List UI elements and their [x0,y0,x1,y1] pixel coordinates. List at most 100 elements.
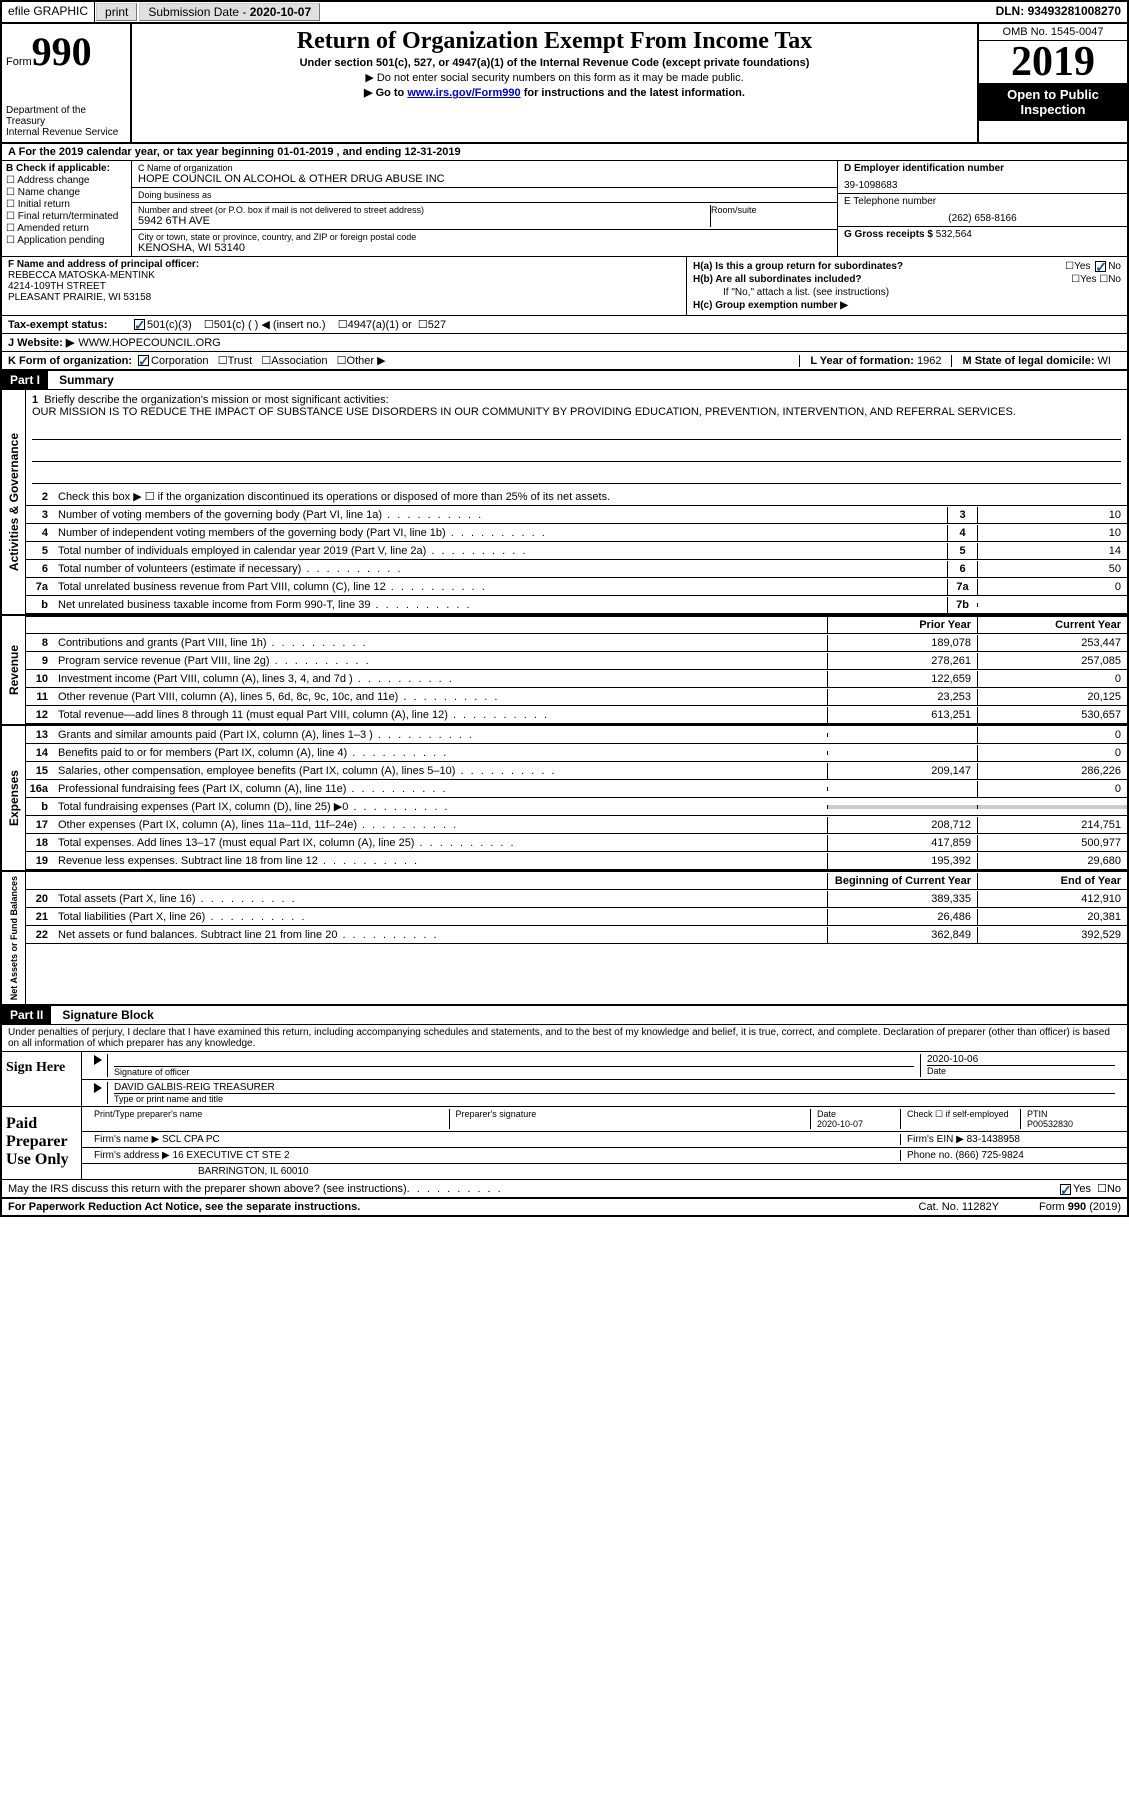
side-label-rev: Revenue [5,641,23,699]
sign-date: 2020-10-06 [927,1054,978,1065]
footer: For Paperwork Reduction Act Notice, see … [2,1199,1127,1215]
org-name-label: C Name of organization [138,163,831,173]
efile-label: efile GRAPHIC [2,2,95,22]
cb-amended[interactable]: ☐ Amended return [6,223,127,234]
inspection-notice: Open to Public Inspection [979,83,1127,121]
instructions-note: ▶ Go to www.irs.gov/Form990 for instruct… [136,86,973,99]
section-b-c-d: B Check if applicable: ☐ Address change … [2,161,1127,257]
gross-value: 532,564 [936,229,972,240]
ptin-value: P00532830 [1027,1119,1073,1129]
preparer-date: 2020-10-07 [817,1119,863,1129]
dba-label: Doing business as [138,190,831,200]
org-name: HOPE COUNCIL ON ALCOHOL & OTHER DRUG ABU… [138,173,831,185]
table-row: 18Total expenses. Add lines 13–17 (must … [26,834,1127,852]
table-row: 14Benefits paid to or for members (Part … [26,744,1127,762]
table-row: 3Number of voting members of the governi… [26,506,1127,524]
footer-left: For Paperwork Reduction Act Notice, see … [8,1201,360,1213]
tax-year: 2019 [979,41,1127,83]
irs-label: Internal Revenue Service [6,127,126,138]
arrow-icon [94,1083,102,1093]
activities-governance-section: Activities & Governance 1 Briefly descri… [2,390,1127,616]
cb-initial-return[interactable]: ☐ Initial return [6,199,127,210]
officer-label: F Name and address of principal officer: [8,259,199,270]
form-header: Form990 Department of the Treasury Inter… [2,24,1127,144]
officer-sign-name: DAVID GALBIS-REIG TREASURER [114,1082,275,1093]
table-row: 21Total liabilities (Part X, line 26)26,… [26,908,1127,926]
table-row: bTotal fundraising expenses (Part IX, co… [26,798,1127,816]
gross-label: G Gross receipts $ [844,229,936,240]
part1-header-row: Part I Summary [2,371,1127,390]
expenses-section: Expenses 13Grants and similar amounts pa… [2,726,1127,872]
h-note: If "No," attach a list. (see instruction… [693,287,1121,298]
end-year-header: End of Year [977,873,1127,889]
print-button[interactable]: print [96,3,137,21]
discuss-row: May the IRS discuss this return with the… [2,1180,1127,1199]
topbar: efile GRAPHIC print Submission Date - 20… [2,2,1127,24]
submission-date-button[interactable]: Submission Date - 2020-10-07 [139,3,320,21]
part2-title: Signature Block [54,1006,161,1024]
firm-ein: 83-1438958 [967,1134,1020,1145]
cb-name-change[interactable]: ☐ Name change [6,187,127,198]
cb-501c3[interactable] [134,319,145,330]
net-assets-section: Net Assets or Fund Balances Beginning of… [2,872,1127,1006]
table-row: 20Total assets (Part X, line 16)389,3354… [26,890,1127,908]
self-employed-check: Check ☐ if self-employed [901,1109,1021,1129]
table-row: 8Contributions and grants (Part VIII, li… [26,634,1127,652]
table-row: 6Total number of volunteers (estimate if… [26,560,1127,578]
phone-label: E Telephone number [844,196,936,207]
officer-name: REBECCA MATOSKA-MENTINK [8,270,155,281]
ein-label: D Employer identification number [844,163,1004,174]
mission-text: OUR MISSION IS TO REDUCE THE IMPACT OF S… [32,406,1016,418]
side-label-exp: Expenses [5,766,23,830]
ha-no-checkbox[interactable] [1095,261,1106,272]
preparer-label: Paid Preparer Use Only [2,1107,82,1179]
form-title: Return of Organization Exempt From Incom… [136,28,973,55]
addr-label: Number and street (or P.O. box if mail i… [138,205,710,215]
arrow-icon [94,1055,102,1065]
part2-header: Part II [2,1006,51,1024]
part2-header-row: Part II Signature Block [2,1006,1127,1025]
begin-year-header: Beginning of Current Year [827,873,977,889]
hb-label: H(b) Are all subordinates included? [693,274,862,285]
table-row: 22Net assets or fund balances. Subtract … [26,926,1127,944]
discuss-yes-checkbox[interactable] [1060,1184,1071,1195]
dept-treasury: Department of the Treasury [6,105,126,127]
tax-exempt-row: Tax-exempt status: 501(c)(3) ☐ 501(c) ( … [2,316,1127,334]
line-k: K Form of organization: Corporation ☐ Tr… [2,352,1127,371]
table-row: 10Investment income (Part VIII, column (… [26,670,1127,688]
sig-officer-label: Signature of officer [114,1066,914,1077]
firm-name: SCL CPA PC [162,1134,220,1145]
footer-right: Form 990 (2019) [1039,1201,1121,1213]
sign-here-label: Sign Here [2,1052,82,1106]
q1-label: Briefly describe the organization's miss… [44,394,388,406]
addr-value: 5942 6TH AVE [138,215,710,227]
officer-city: PLEASANT PRAIRIE, WI 53158 [8,292,151,303]
table-row: 19Revenue less expenses. Subtract line 1… [26,852,1127,870]
instructions-link[interactable]: www.irs.gov/Form990 [407,87,520,99]
table-row: bNet unrelated business taxable income f… [26,596,1127,614]
ha-label: H(a) Is this a group return for subordin… [693,261,903,272]
side-label-ag: Activities & Governance [5,429,23,575]
city-label: City or town, state or province, country… [138,232,831,242]
cb-pending[interactable]: ☐ Application pending [6,235,127,246]
section-f-h: F Name and address of principal officer:… [2,257,1127,316]
state-domicile: WI [1098,355,1111,367]
cb-address-change[interactable]: ☐ Address change [6,175,127,186]
line-a: A For the 2019 calendar year, or tax yea… [2,144,1127,161]
sign-here-section: Sign Here Signature of officer 2020-10-0… [2,1052,1127,1107]
preparer-name-header: Print/Type preparer's name [88,1109,450,1129]
ein-value: 39-1098683 [844,180,1121,191]
part1-header: Part I [2,371,48,389]
firm-phone: (866) 725-9824 [955,1150,1023,1161]
cb-final-return[interactable]: ☐ Final return/terminated [6,211,127,222]
website-value: WWW.HOPECOUNCIL.ORG [78,337,220,349]
firm-addr2: BARRINGTON, IL 60010 [88,1166,1121,1177]
q2-label: Check this box ▶ ☐ if the organization d… [54,488,1127,505]
preparer-sig-header: Preparer's signature [450,1109,812,1129]
section-b-label: B Check if applicable: [6,163,110,174]
form-number: 990 [32,29,92,74]
cb-corporation[interactable] [138,355,149,366]
room-label: Room/suite [711,205,831,215]
table-row: 4Number of independent voting members of… [26,524,1127,542]
ssn-note: ▶ Do not enter social security numbers o… [136,71,973,84]
